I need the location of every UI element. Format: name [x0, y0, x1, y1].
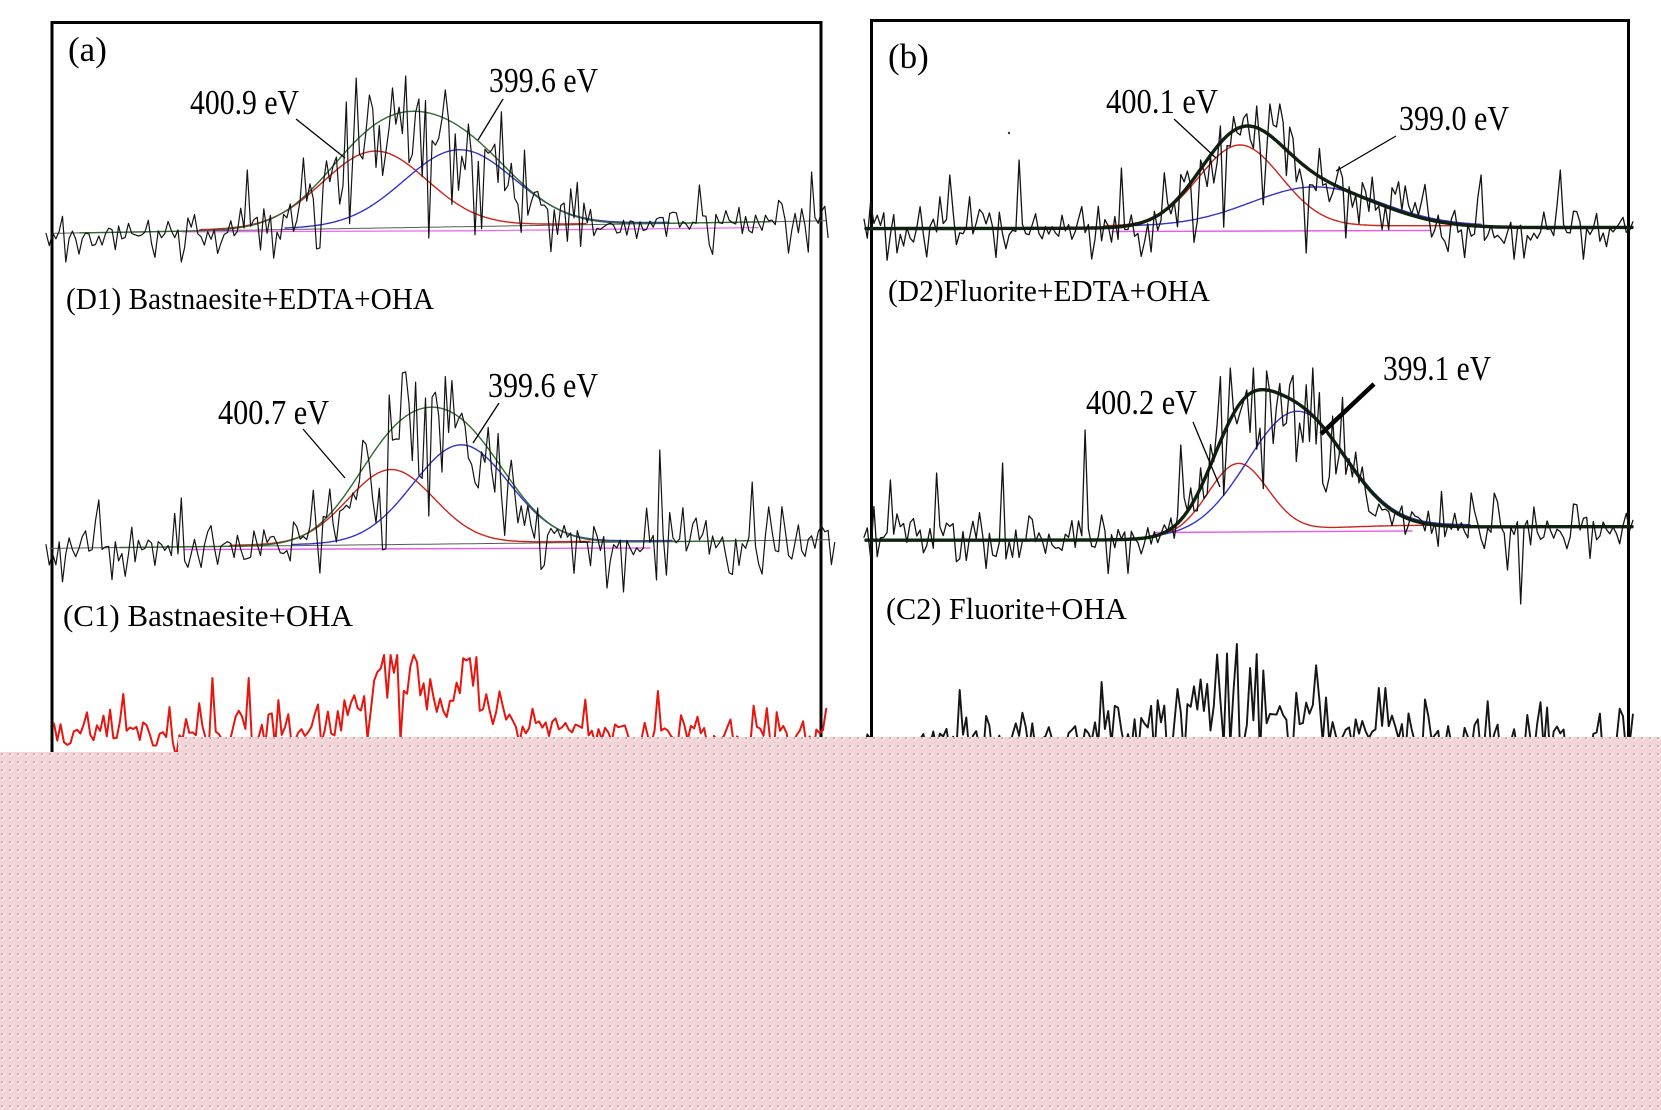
svg-text:400.1 eV: 400.1 eV — [1106, 82, 1218, 121]
svg-text:399.1 eV: 399.1 eV — [1383, 349, 1491, 388]
svg-text:(b): (b) — [888, 37, 929, 76]
svg-text:(C2) Fluorite+OHA: (C2) Fluorite+OHA — [886, 591, 1128, 626]
svg-text:399.0 eV: 399.0 eV — [1399, 99, 1509, 138]
svg-text:400.7 eV: 400.7 eV — [218, 393, 329, 432]
svg-text:(D1) Bastnaesite+EDTA+OHA: (D1) Bastnaesite+EDTA+OHA — [66, 281, 435, 316]
svg-text:399.6 eV: 399.6 eV — [488, 366, 598, 405]
svg-text:400.2 eV: 400.2 eV — [1086, 383, 1197, 422]
svg-text:399.6 eV: 399.6 eV — [489, 61, 598, 100]
svg-text:(C1) Bastnaesite+OHA: (C1) Bastnaesite+OHA — [63, 598, 354, 633]
svg-text:(a): (a) — [68, 30, 107, 69]
svg-text:(D2)Fluorite+EDTA+OHA: (D2)Fluorite+EDTA+OHA — [888, 273, 1211, 308]
svg-text:400.9 eV: 400.9 eV — [190, 83, 299, 122]
